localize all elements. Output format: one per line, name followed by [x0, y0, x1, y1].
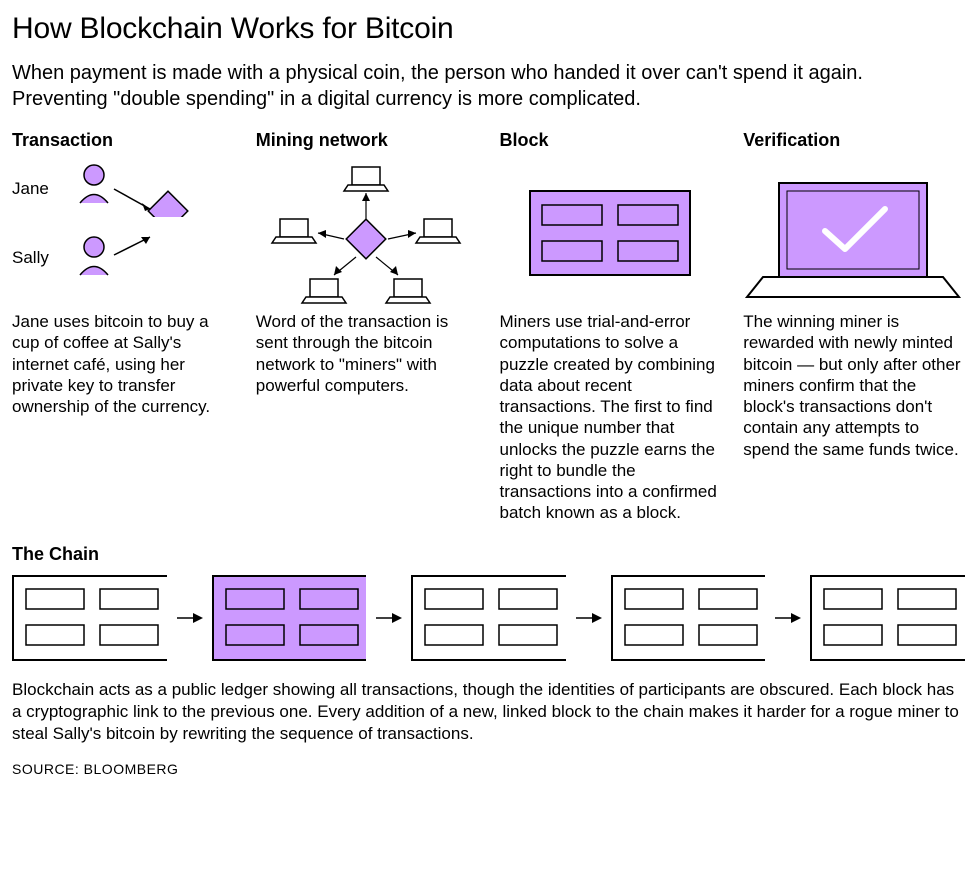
- col-desc-mining: Word of the transaction is sent through …: [256, 311, 478, 396]
- person-sally-icon: [72, 233, 232, 283]
- col-desc-block: Miners use trial-and-error computations …: [500, 311, 722, 524]
- chain-block-icon: [411, 575, 566, 661]
- col-head-verification: Verification: [743, 130, 965, 151]
- verification-icon: [743, 161, 963, 311]
- person-jane-row: Jane: [12, 161, 234, 217]
- chain-arrow-icon: [374, 575, 403, 661]
- verification-graphic: [743, 161, 965, 311]
- transaction-graphic: Jane Sally: [12, 161, 234, 311]
- chain-row: [12, 575, 965, 661]
- col-transaction: Transaction Jane Sally: [12, 130, 234, 524]
- network-icon: [256, 161, 476, 311]
- col-desc-transaction: Jane uses bitcoin to buy a cup of coffee…: [12, 311, 234, 417]
- person-jane-icon: [72, 161, 232, 217]
- col-head-block: Block: [500, 130, 722, 151]
- chain-desc: Blockchain acts as a public ledger showi…: [12, 679, 965, 745]
- block-icon: [500, 161, 720, 311]
- chain-head: The Chain: [12, 544, 965, 565]
- person-sally-row: Sally: [12, 233, 234, 283]
- block-graphic: [500, 161, 722, 311]
- page-title: How Blockchain Works for Bitcoin: [12, 12, 965, 46]
- col-desc-verification: The winning miner is rewarded with newly…: [743, 311, 965, 460]
- person-sally-label: Sally: [12, 248, 62, 268]
- col-block: Block Miners use trial-and-error computa…: [500, 130, 722, 524]
- columns-grid: Transaction Jane Sally: [12, 130, 965, 524]
- col-mining: Mining network: [256, 130, 478, 524]
- mining-graphic: [256, 161, 478, 311]
- lead-paragraph: When payment is made with a physical coi…: [12, 60, 952, 112]
- col-head-mining: Mining network: [256, 130, 478, 151]
- chain-block-icon: [12, 575, 167, 661]
- col-head-transaction: Transaction: [12, 130, 234, 151]
- person-jane-label: Jane: [12, 179, 62, 199]
- col-verification: Verification The winning miner is reward…: [743, 130, 965, 524]
- chain-arrow-icon: [175, 575, 204, 661]
- chain-block-icon: [212, 575, 367, 661]
- chain-arrow-icon: [574, 575, 603, 661]
- source-line: SOURCE: BLOOMBERG: [12, 761, 965, 777]
- chain-arrow-icon: [773, 575, 802, 661]
- chain-block-icon: [810, 575, 965, 661]
- chain-block-icon: [611, 575, 766, 661]
